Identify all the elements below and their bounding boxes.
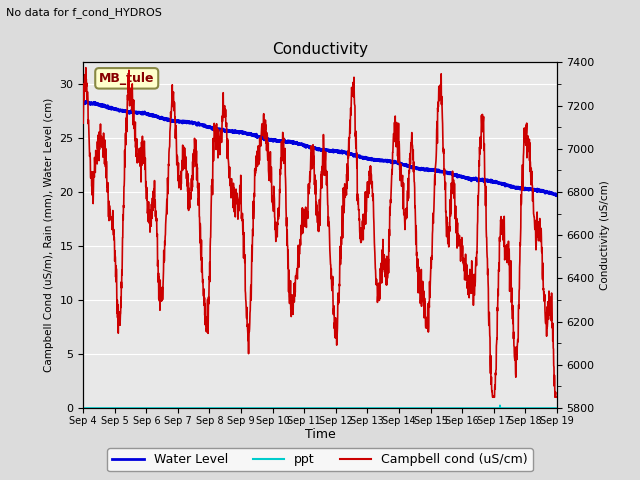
Legend: Water Level, ppt, Campbell cond (uS/cm): Water Level, ppt, Campbell cond (uS/cm) bbox=[108, 448, 532, 471]
Y-axis label: Conductivity (uS/cm): Conductivity (uS/cm) bbox=[600, 180, 611, 290]
Y-axis label: Campbell Cond (uS/m), Rain (mm), Water Level (cm): Campbell Cond (uS/m), Rain (mm), Water L… bbox=[44, 98, 54, 372]
Text: No data for f_cond_HYDROS: No data for f_cond_HYDROS bbox=[6, 7, 163, 18]
Title: Conductivity: Conductivity bbox=[272, 42, 368, 57]
X-axis label: Time: Time bbox=[305, 429, 335, 442]
Text: MB_tule: MB_tule bbox=[99, 72, 154, 85]
